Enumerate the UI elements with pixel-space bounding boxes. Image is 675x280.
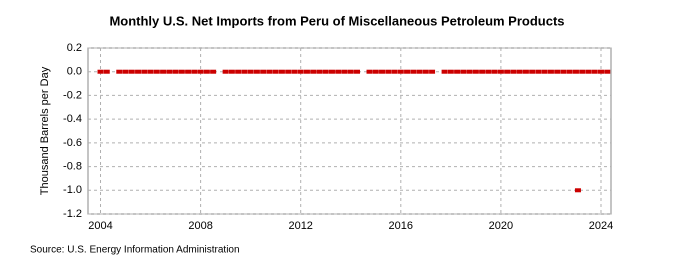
marker [291, 69, 298, 74]
marker [203, 69, 210, 74]
x-tick-label: 2016 [389, 220, 413, 232]
marker [354, 69, 361, 74]
marker [416, 69, 423, 74]
y-tick-label: -1.2 [63, 208, 82, 220]
marker [253, 69, 260, 74]
marker [385, 69, 392, 74]
marker [347, 69, 354, 74]
marker [103, 69, 110, 74]
y-tick-label: -0.4 [63, 113, 82, 125]
marker [572, 69, 579, 74]
marker [122, 69, 129, 74]
marker [391, 69, 398, 74]
marker [591, 69, 598, 74]
marker [235, 69, 242, 74]
marker [97, 69, 104, 74]
marker [303, 69, 310, 74]
marker [491, 69, 498, 74]
marker [479, 69, 486, 74]
marker [397, 69, 404, 74]
marker [172, 69, 179, 74]
marker [597, 69, 604, 74]
marker [472, 69, 479, 74]
marker [429, 69, 436, 74]
marker [316, 69, 323, 74]
marker [247, 69, 254, 74]
marker [272, 69, 279, 74]
marker [285, 69, 292, 74]
marker [585, 69, 592, 74]
marker [278, 69, 285, 74]
source-note: Source: U.S. Energy Information Administ… [30, 245, 240, 256]
marker [574, 188, 581, 193]
y-axis-label: Thousand Barrels per Day [39, 66, 51, 195]
marker [191, 69, 198, 74]
marker [128, 69, 135, 74]
marker [541, 69, 548, 74]
marker [510, 69, 517, 74]
marker [504, 69, 511, 74]
marker [322, 69, 329, 74]
marker [178, 69, 185, 74]
chart-title: Monthly U.S. Net Imports from Peru of Mi… [109, 13, 564, 28]
marker [222, 69, 229, 74]
marker [422, 69, 429, 74]
marker [185, 69, 192, 74]
marker [372, 69, 379, 74]
marker [228, 69, 235, 74]
x-tick-label: 2004 [88, 220, 112, 232]
x-tick-label: 2012 [288, 220, 312, 232]
marker [297, 69, 304, 74]
marker [535, 69, 542, 74]
marker [366, 69, 373, 74]
marker [560, 69, 567, 74]
y-tick-label: -0.8 [63, 160, 82, 172]
marker [210, 69, 217, 74]
marker [404, 69, 411, 74]
x-tick-label: 2008 [188, 220, 212, 232]
marker [579, 69, 586, 74]
plot-frame [87, 47, 612, 215]
y-tick-label: -0.6 [63, 137, 82, 149]
x-tick-label: 2024 [589, 220, 613, 232]
marker [153, 69, 160, 74]
marker [241, 69, 248, 74]
marker [529, 69, 536, 74]
marker [410, 69, 417, 74]
x-tick-label: 2020 [489, 220, 513, 232]
marker [341, 69, 348, 74]
marker [566, 69, 573, 74]
marker [135, 69, 142, 74]
marker [516, 69, 523, 74]
y-tick-label: -1.0 [63, 184, 82, 196]
marker [454, 69, 461, 74]
marker [160, 69, 167, 74]
marker [141, 69, 148, 74]
marker [197, 69, 204, 74]
marker [335, 69, 342, 74]
y-tick-label: -0.2 [63, 89, 82, 101]
marker [497, 69, 504, 74]
marker [260, 69, 267, 74]
marker [460, 69, 467, 74]
marker [466, 69, 473, 74]
marker [166, 69, 173, 74]
marker [447, 69, 454, 74]
marker [485, 69, 492, 74]
marker [547, 69, 554, 74]
marker [554, 69, 561, 74]
marker [266, 69, 273, 74]
y-tick-label: 0.2 [67, 42, 82, 54]
marker [441, 69, 448, 74]
marker [328, 69, 335, 74]
marker [379, 69, 386, 74]
marker [310, 69, 317, 74]
marker [116, 69, 123, 74]
marker [604, 69, 611, 74]
marker [522, 69, 529, 74]
y-tick-label: 0.0 [67, 66, 82, 78]
marker [147, 69, 154, 74]
